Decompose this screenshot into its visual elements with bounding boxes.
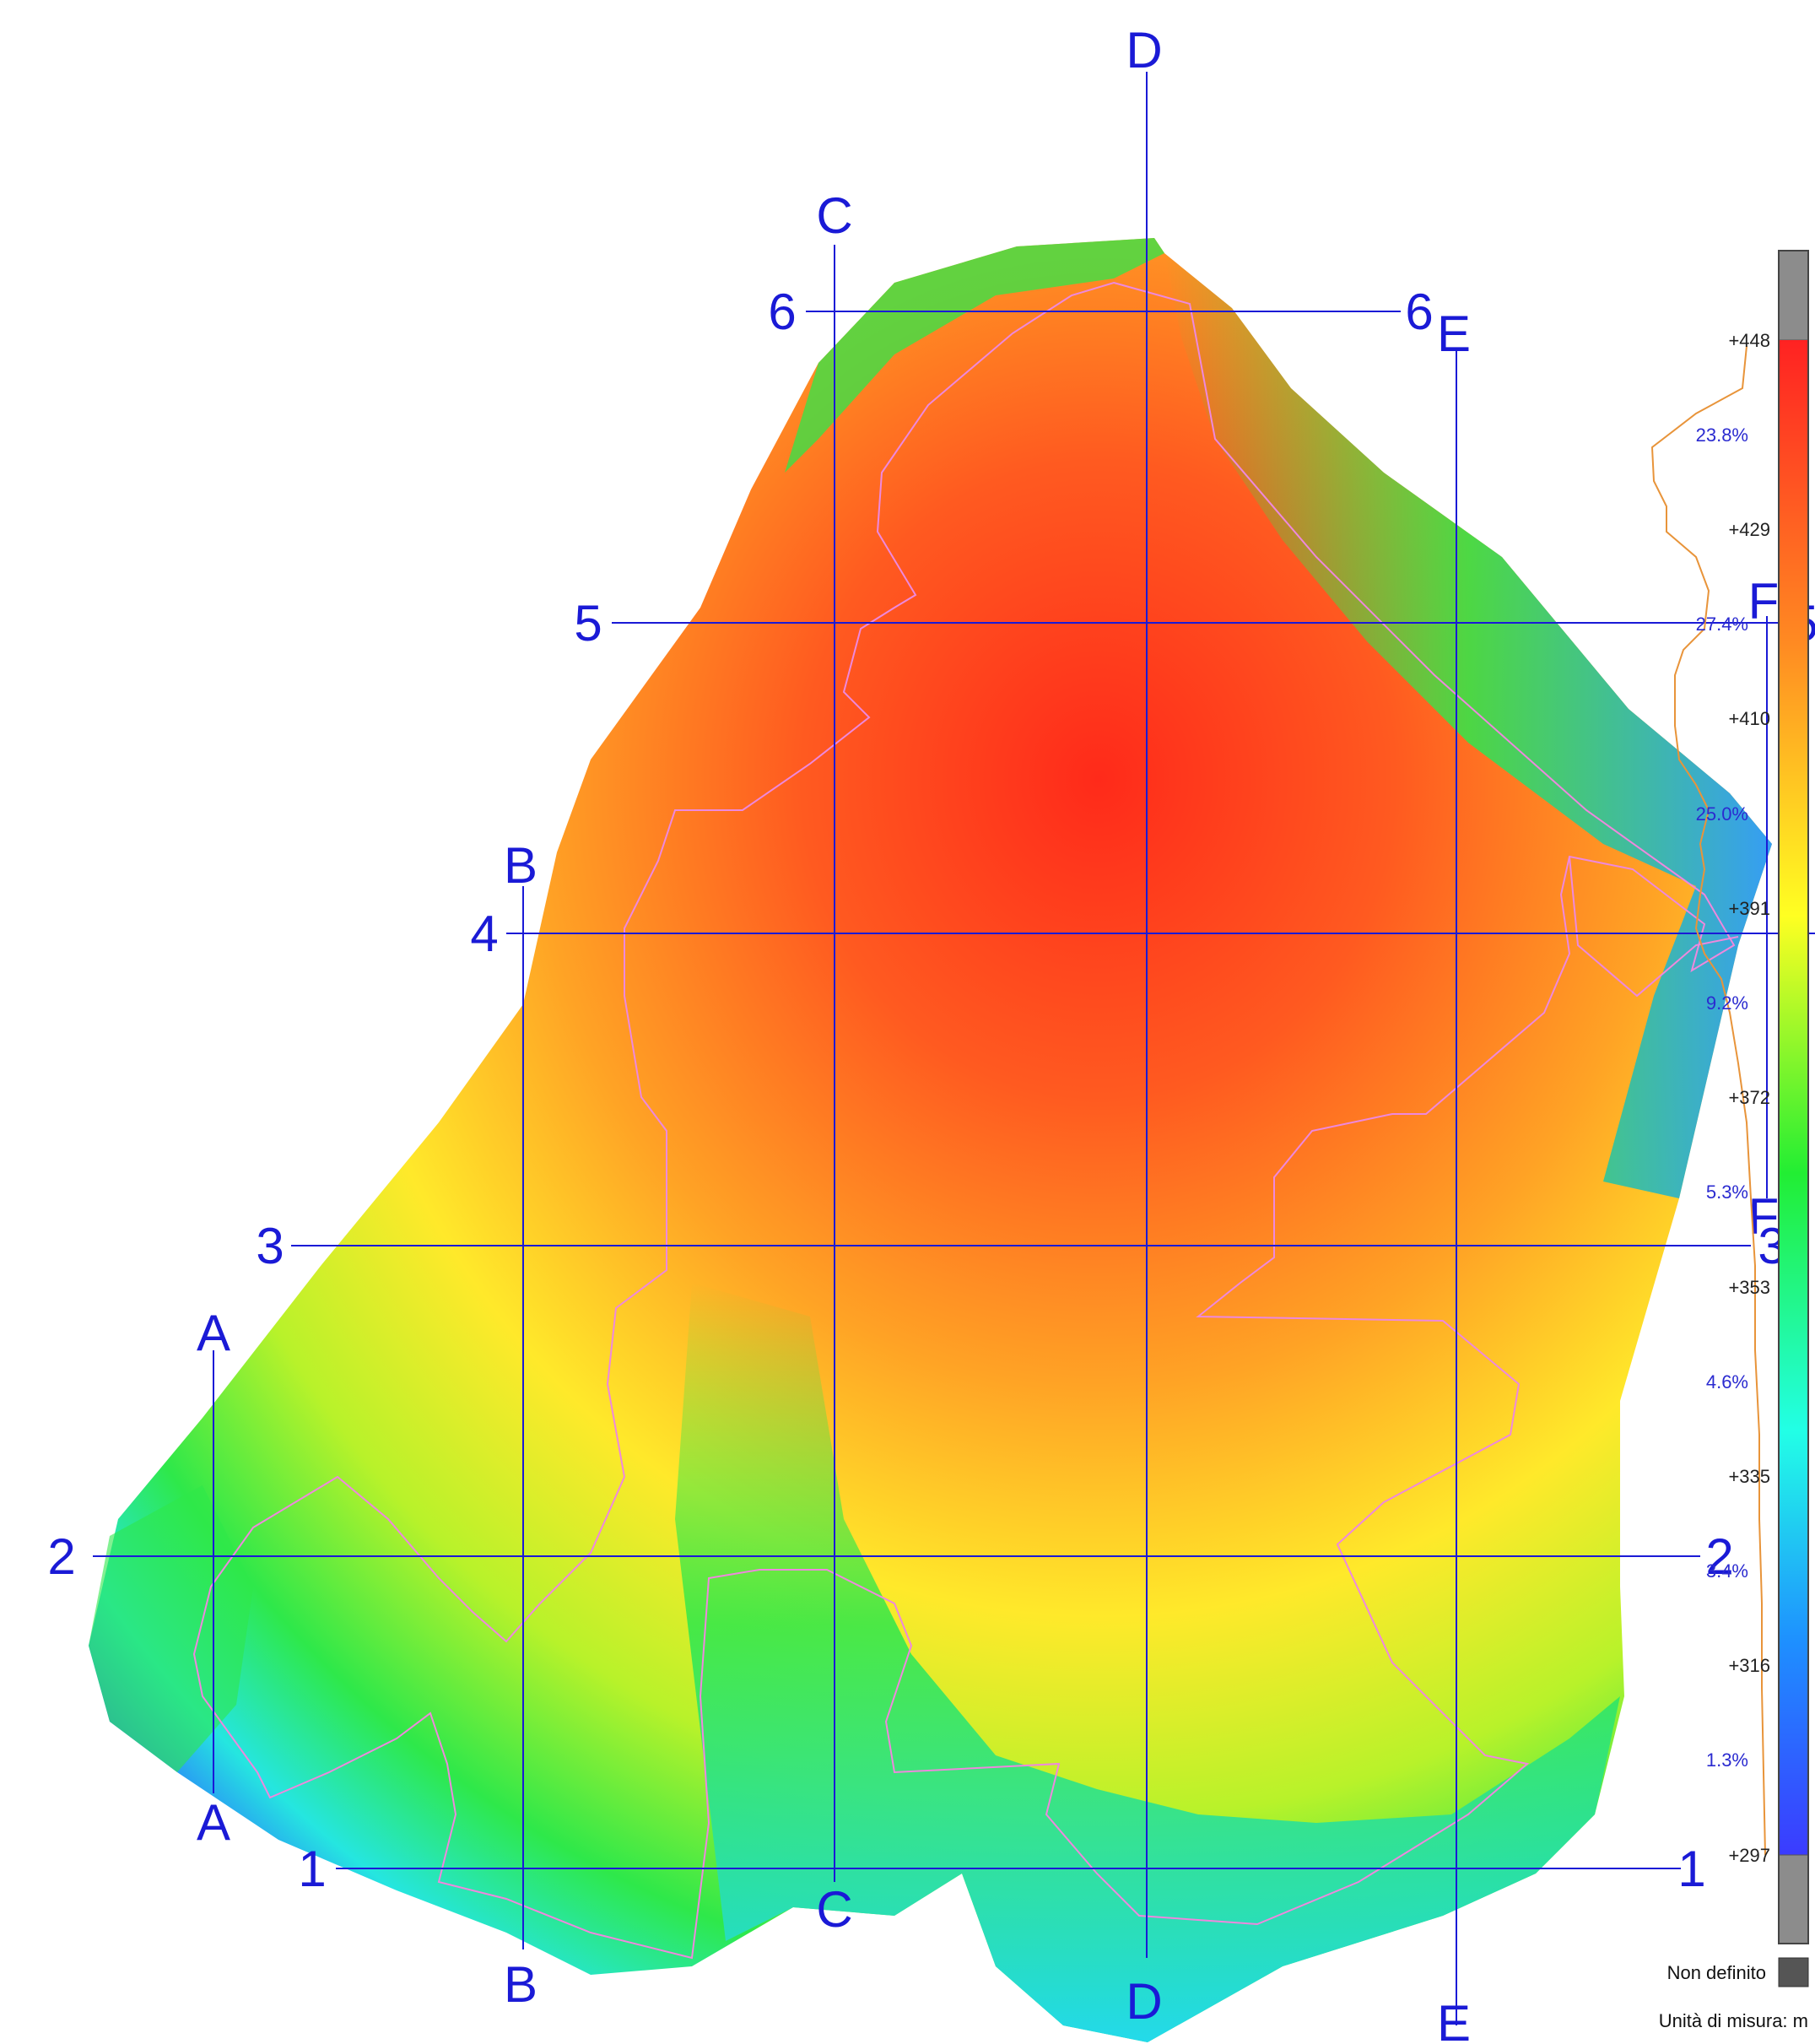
percentage-label: 25.0%	[1696, 803, 1748, 825]
elevation-label: +410	[1728, 708, 1770, 729]
percentage-labels: 23.8% 27.4% 25.0% 9.2% 5.3% 4.6% 3.4% 1.…	[1696, 424, 1748, 1771]
percentage-label: 1.3%	[1706, 1749, 1748, 1771]
section-label-b-top: B	[504, 837, 537, 894]
section-lines	[93, 72, 1815, 2025]
percentage-label: 23.8%	[1696, 424, 1748, 446]
percentage-label: 5.3%	[1706, 1182, 1748, 1203]
section-label-2-right: 2	[1705, 1528, 1733, 1585]
percentage-label: 3.4%	[1706, 1560, 1748, 1582]
scale-undefined-top	[1778, 250, 1809, 341]
section-label-1-right: 1	[1677, 1841, 1705, 1897]
percentage-label: 9.2%	[1706, 992, 1748, 1014]
scale-color-bar	[1779, 340, 1808, 1855]
section-label-e-bottom: E	[1437, 1995, 1471, 2044]
percentage-label: 27.4%	[1696, 614, 1748, 635]
section-label-b-bottom: B	[504, 1956, 537, 2013]
section-label-a-top: A	[197, 1305, 230, 1361]
elevation-legend: +448 +429 +410 +391 +372 +353 +335 +316 …	[1650, 250, 1809, 2031]
section-label-2-left: 2	[47, 1528, 75, 1585]
elevation-label: +316	[1728, 1655, 1770, 1676]
units-label: Unità di misura: m	[1659, 2010, 1808, 2031]
east-slope	[1164, 253, 1772, 1198]
elevation-label: +297	[1728, 1845, 1770, 1866]
section-label-a-bottom: A	[197, 1794, 230, 1851]
elevation-ticks: +448 +429 +410 +391 +372 +353 +335 +316 …	[1728, 330, 1770, 1866]
survey-boundaries	[192, 281, 1739, 1960]
distribution-curve	[1650, 345, 1766, 1856]
undefined-legend-label: Non definito	[1667, 1962, 1766, 1983]
scale-undefined-bottom	[1778, 1854, 1809, 1944]
north-crest	[785, 238, 1164, 473]
section-labels: A A B B C C D D E E F F 1 1 2 2 3 3 4 5 …	[47, 22, 1815, 2044]
south-valley	[675, 1283, 1620, 2042]
section-label-1-left: 1	[298, 1841, 326, 1897]
boundary-east-strip	[1569, 856, 1739, 998]
elevation-label: +429	[1728, 519, 1770, 540]
section-label-5-left: 5	[574, 595, 602, 652]
elevation-label: +335	[1728, 1466, 1770, 1487]
section-label-6-left: 6	[768, 284, 796, 340]
section-label-c-bottom: C	[816, 1881, 852, 1938]
elevation-label: +353	[1728, 1277, 1770, 1298]
elevation-label: +372	[1728, 1087, 1770, 1108]
elevation-label: +391	[1728, 898, 1770, 919]
undefined-legend-swatch	[1778, 1957, 1809, 1987]
terrain-surface	[89, 238, 1772, 2042]
section-label-d-bottom: D	[1126, 1973, 1162, 2030]
section-label-d-top: D	[1126, 22, 1162, 78]
elevation-label: +448	[1728, 330, 1770, 351]
section-label-e-top: E	[1437, 306, 1471, 362]
section-label-3-left: 3	[256, 1218, 284, 1274]
boundary-main	[192, 281, 1736, 1960]
scale-outline	[1778, 250, 1809, 1944]
section-label-f-top: F	[1748, 573, 1780, 630]
section-label-4-left: 4	[470, 906, 498, 962]
section-label-c-top: C	[816, 187, 852, 244]
section-label-6-right: 6	[1405, 284, 1433, 340]
terrain-area	[89, 238, 1772, 2042]
percentage-label: 4.6%	[1706, 1371, 1748, 1392]
